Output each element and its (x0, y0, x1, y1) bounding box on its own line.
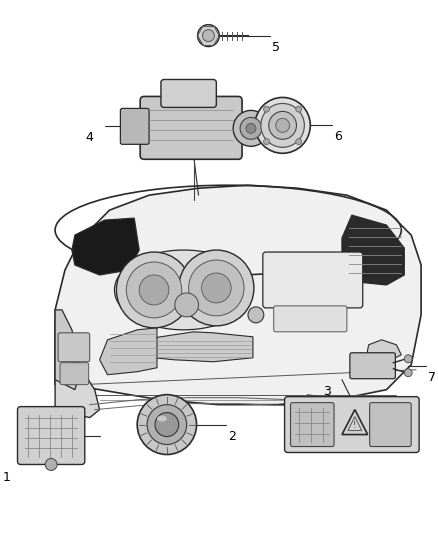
FancyBboxPatch shape (161, 79, 216, 108)
Circle shape (137, 394, 197, 455)
FancyBboxPatch shape (263, 252, 363, 308)
Polygon shape (55, 320, 99, 417)
Circle shape (255, 98, 310, 154)
Text: !: ! (353, 421, 357, 430)
Circle shape (202, 30, 214, 42)
Circle shape (296, 139, 302, 144)
Circle shape (264, 139, 269, 144)
Polygon shape (367, 340, 401, 360)
Polygon shape (342, 215, 404, 285)
FancyBboxPatch shape (58, 333, 90, 362)
Polygon shape (72, 218, 139, 275)
Circle shape (240, 117, 262, 139)
FancyBboxPatch shape (18, 407, 85, 464)
Text: 2: 2 (228, 430, 236, 442)
Text: 3: 3 (323, 385, 331, 398)
Circle shape (261, 103, 304, 147)
FancyBboxPatch shape (274, 306, 347, 332)
Circle shape (117, 252, 191, 328)
Text: 6: 6 (334, 131, 342, 143)
Circle shape (246, 123, 256, 133)
Text: 4: 4 (86, 131, 94, 144)
FancyBboxPatch shape (370, 402, 411, 447)
Circle shape (404, 355, 412, 363)
Circle shape (276, 118, 290, 132)
FancyBboxPatch shape (350, 353, 396, 379)
Ellipse shape (157, 416, 167, 422)
Circle shape (269, 111, 297, 139)
Circle shape (201, 273, 231, 303)
Circle shape (296, 106, 302, 112)
Circle shape (155, 413, 179, 437)
Circle shape (233, 110, 269, 147)
Circle shape (126, 262, 182, 318)
Polygon shape (154, 332, 253, 362)
Circle shape (139, 275, 169, 305)
Circle shape (248, 307, 264, 323)
FancyBboxPatch shape (60, 363, 89, 385)
Circle shape (175, 293, 198, 317)
Circle shape (147, 405, 187, 445)
Circle shape (179, 250, 254, 326)
FancyBboxPatch shape (140, 96, 242, 159)
Circle shape (264, 106, 269, 112)
FancyBboxPatch shape (120, 108, 149, 144)
Polygon shape (55, 185, 421, 405)
Text: 1: 1 (3, 472, 11, 484)
Polygon shape (55, 310, 80, 390)
Circle shape (404, 369, 412, 377)
FancyBboxPatch shape (285, 397, 419, 453)
Circle shape (189, 260, 244, 316)
Ellipse shape (114, 250, 253, 330)
Circle shape (45, 458, 57, 471)
Polygon shape (99, 328, 157, 375)
Text: 5: 5 (272, 41, 280, 54)
Circle shape (198, 25, 219, 46)
Text: 7: 7 (428, 371, 436, 384)
FancyBboxPatch shape (290, 402, 334, 447)
